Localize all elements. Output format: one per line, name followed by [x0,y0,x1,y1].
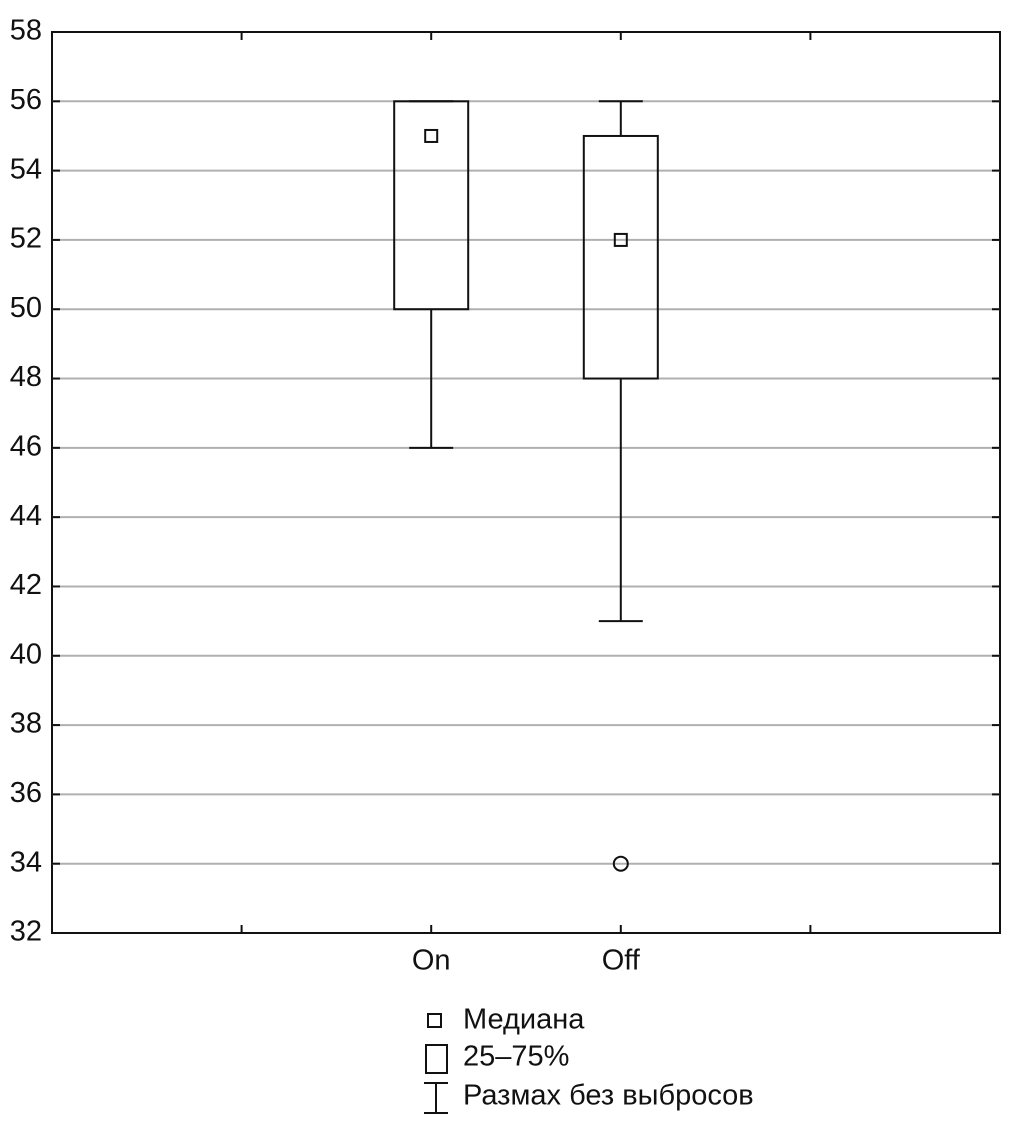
legend: Медиана 25–75% Размах без выбросов [424,1004,754,1114]
y-tick-label: 36 [10,777,42,809]
y-tick-label: 54 [10,153,42,185]
legend-box-icon [425,1044,448,1074]
plot-frame [51,31,1001,934]
y-tick-label: 58 [10,15,42,47]
y-tick-label: 50 [10,292,42,324]
y-tick-label: 40 [10,638,42,670]
box [393,100,470,311]
box [582,134,659,380]
x-tick-label: Off [602,945,641,977]
y-tick-label: 52 [10,223,42,255]
legend-median-icon [427,1013,442,1028]
y-tick-label: 46 [10,431,42,463]
y-tick-label: 38 [10,708,42,740]
y-tick-label: 32 [10,916,42,948]
outlier [612,855,629,872]
y-tick-label: 34 [10,846,42,878]
legend-label: Медиана [463,1004,585,1036]
x-tick-label: On [412,945,451,977]
legend-label: 25–75% [463,1041,569,1073]
legend-label: Размах без выбросов [463,1080,754,1112]
y-tick-label: 44 [10,500,42,532]
legend-whisker-icon [424,1082,448,1114]
median [613,232,628,247]
y-tick-label: 56 [10,84,42,116]
median [424,128,439,143]
y-tick-label: 42 [10,569,42,601]
y-tick-label: 48 [10,361,42,393]
